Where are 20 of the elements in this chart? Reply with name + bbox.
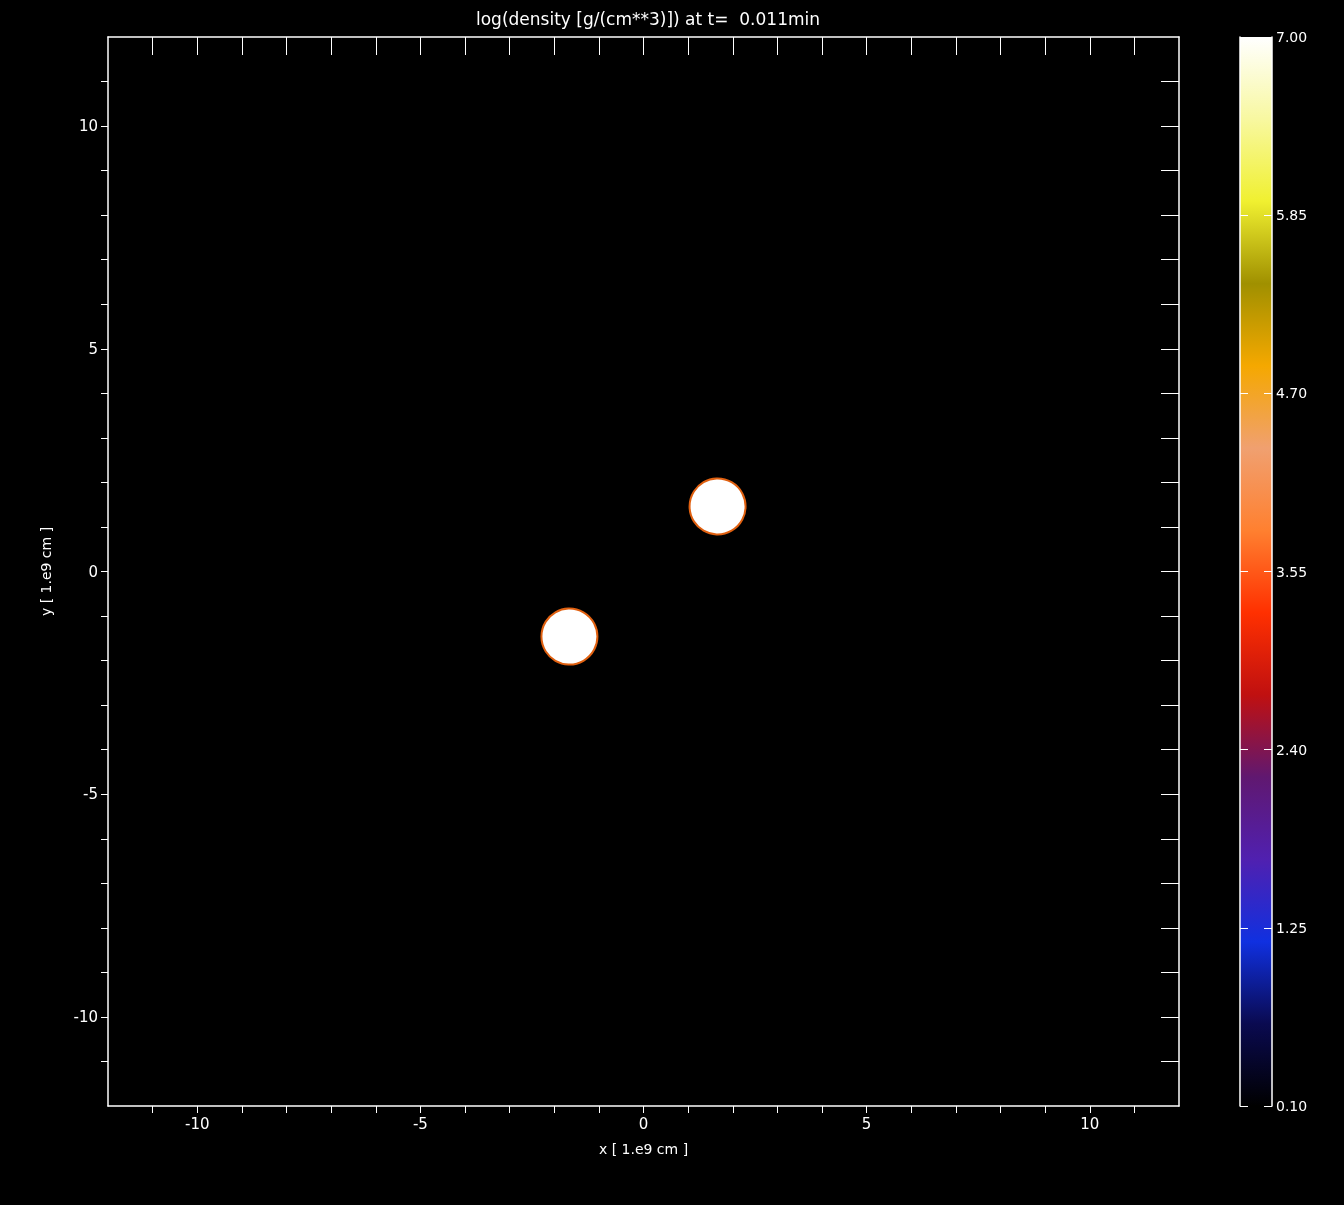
x-tick-label: 5: [861, 1114, 872, 1133]
color-bar-label: 0.10: [1276, 1098, 1308, 1114]
x-tick-label: -5: [412, 1114, 428, 1133]
color-bar-label: 1.25: [1276, 919, 1308, 936]
chart-title: log(density [g/(cm**3)]) at t= 0.011min: [475, 8, 821, 29]
color-bar-label: 5.85: [1276, 207, 1308, 224]
x-axis-title: x [ 1.e9 cm ]: [598, 1141, 689, 1157]
color-bar-label: 2.40: [1276, 741, 1308, 758]
y-tick-label: 0: [88, 562, 98, 581]
y-axis-title: y [ 1.e9 cm ]: [38, 526, 54, 617]
x-tick-label: 10: [1080, 1114, 1100, 1133]
x-tick-label: 0: [638, 1114, 649, 1133]
y-tick-label: -5: [83, 785, 98, 804]
color-bar-label: 7.00: [1276, 29, 1308, 45]
y-tick-label: 5: [88, 339, 98, 358]
x-tick-label: -10: [185, 1114, 210, 1133]
color-bar-label: 3.55: [1276, 563, 1308, 580]
y-tick-label: 10: [78, 117, 98, 136]
y-tick-label: -10: [73, 1007, 98, 1026]
color-bar-label: 4.70: [1276, 385, 1308, 402]
